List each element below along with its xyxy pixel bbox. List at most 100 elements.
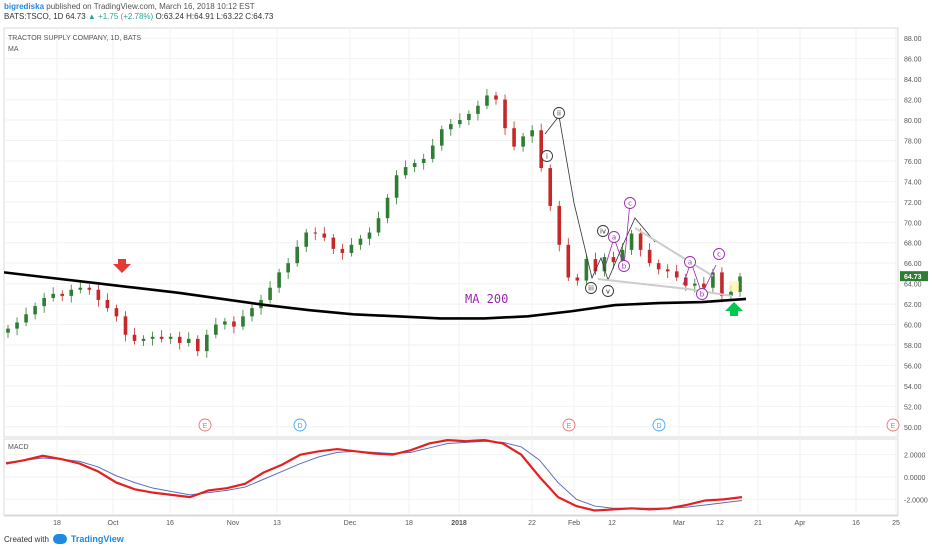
candle-body [195,338,200,352]
candle-body [629,233,634,250]
publish-info: published on TradingView.com, March 16, … [46,2,255,11]
candle-body [575,277,580,281]
candle-body [503,99,507,129]
candle-body [458,120,462,125]
y-tick-label: 82.00 [904,98,922,105]
wave-label: ii [557,110,561,118]
y-tick-label: 78.00 [904,138,922,145]
candle-body [286,263,290,273]
y-tick-label: 52.00 [904,404,922,411]
wave-path-abc [682,260,717,296]
wave-label: iii [588,285,594,293]
macd-y-tick-label: 2.0000 [904,453,926,460]
candle-body [394,175,399,198]
candle-body [702,283,706,288]
candle-body [720,272,724,296]
author-link[interactable]: bigrediska [4,2,45,11]
x-tick-label: 2018 [451,520,467,527]
wave-label-circle [553,107,565,119]
x-tick-label: Dec [344,520,357,527]
y-tick-label: 86.00 [904,57,922,64]
y-tick-label: 76.00 [904,159,922,166]
x-tick-label: 18 [53,520,61,527]
earnings-marker-icon [198,418,212,432]
candle-body [141,338,146,341]
x-tick-label: Apr [795,520,807,527]
event-marker-label: E [891,423,896,430]
y-tick-label: 80.00 [904,118,922,125]
x-tick-label: 16 [166,520,174,527]
wave-label-circle [618,260,630,272]
candle-body [132,334,137,341]
candle-body [683,277,688,286]
y-tick-label: 88.00 [904,36,922,43]
x-tick-label: Feb [568,520,580,527]
candle-body [421,158,426,163]
wave-label: c [717,251,721,259]
last-price-box [900,271,928,282]
macd-line [5,439,743,512]
candle-body [105,299,110,309]
up-arrow-icon [725,302,743,316]
x-tick-label: 13 [273,520,281,527]
wave-label-circle [597,225,609,237]
candle-body [42,297,46,307]
ma-label: MA 200 [465,292,508,306]
candle-body [241,316,245,327]
candle-body [729,291,733,296]
candle-body [412,162,417,168]
candle-body [638,233,643,250]
candle-body [159,336,164,339]
tradingview-logo-icon [52,534,67,544]
y-tick-label: 60.00 [904,323,922,330]
candle-body [78,287,83,290]
y-tick-label: 56.00 [904,363,922,370]
y-tick-label: 72.00 [904,200,922,207]
wave-label-circle [684,256,696,268]
candle-body [674,271,679,278]
last-price-label: 64.73 [904,274,922,281]
wave-label-circle [624,197,636,209]
candle-body [123,316,128,335]
candle-body [250,308,254,317]
x-tick-label: 12 [608,520,616,527]
candle-body [530,130,534,137]
earnings-marker-icon [886,418,900,432]
candle-body [331,237,336,249]
candle-body [6,328,10,333]
x-tick-label: Oct [108,520,119,527]
candle-body [711,272,715,288]
candle-body [602,257,607,272]
x-tick-label: 21 [754,520,762,527]
chart-header: bigrediska published on TradingView.com,… [4,2,273,22]
event-marker-label: E [203,423,208,430]
price-change: ▲ +1.75 (+2.78%) [87,12,154,21]
y-tick-label: 58.00 [904,343,922,350]
macd-title: MACD [8,444,29,451]
tradingview-brand-link[interactable]: TradingView [70,534,124,544]
x-tick-label: 25 [892,520,900,527]
candle-body [656,263,661,270]
candle-body [647,249,652,264]
y-tick-label: 84.00 [904,77,922,84]
publish-line: bigrediska published on TradingView.com,… [4,2,273,12]
wave-label: a [688,259,692,267]
wedge-upper-line [634,227,714,277]
candle-body [114,308,119,317]
y-tick-label: 50.00 [904,425,922,432]
candle-body [214,324,218,335]
candle-body [403,167,408,176]
chart-title: TRACTOR SUPPLY COMPANY, 1D, BATS [8,35,141,42]
created-with-label: Created with [4,534,49,544]
candle-body [485,95,489,106]
candle-body [620,249,625,263]
y-tick-label: 62.00 [904,302,922,309]
candle-body [494,95,498,100]
down-arrow-icon [113,259,131,273]
candle-body [467,113,471,121]
candle-body [15,322,19,329]
macd-y-tick-label: 0.0000 [904,475,926,482]
wave-path-abc-2 [605,201,631,267]
candle-body [349,244,354,253]
